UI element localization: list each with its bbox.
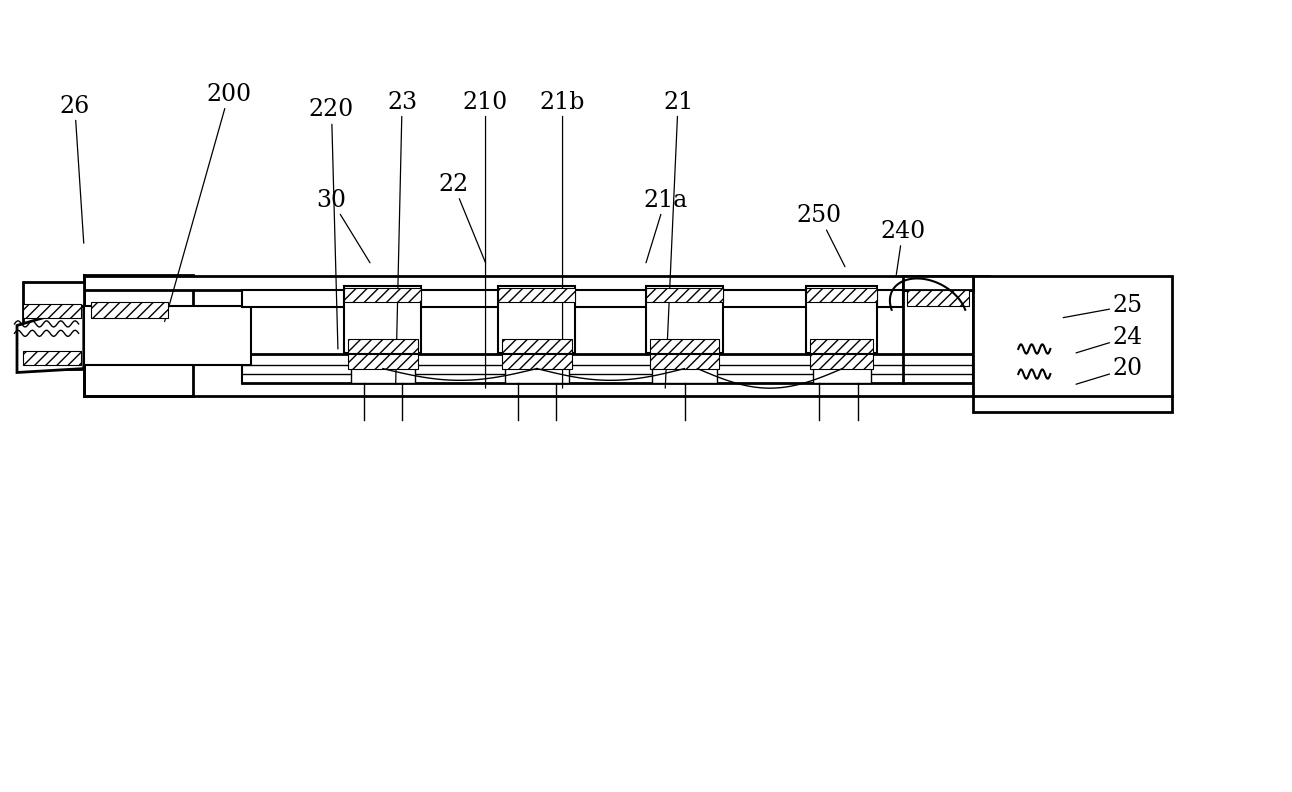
- Text: 22: 22: [438, 173, 486, 263]
- Bar: [903, 276, 973, 290]
- Bar: [650, 339, 720, 353]
- Bar: [345, 286, 421, 353]
- Bar: [806, 287, 877, 302]
- Bar: [646, 286, 724, 353]
- Bar: [348, 339, 417, 353]
- Text: 21a: 21a: [643, 188, 687, 263]
- Bar: [505, 367, 568, 383]
- Bar: [92, 302, 168, 318]
- Bar: [813, 367, 871, 383]
- Text: 26: 26: [59, 94, 90, 243]
- Bar: [646, 287, 724, 302]
- Text: 20: 20: [1076, 357, 1142, 384]
- Text: 210: 210: [463, 90, 508, 388]
- Bar: [650, 355, 720, 368]
- Bar: [810, 355, 873, 368]
- Text: 250: 250: [797, 204, 845, 267]
- Polygon shape: [17, 306, 84, 372]
- Bar: [652, 367, 717, 383]
- Bar: [84, 276, 988, 290]
- Bar: [350, 367, 415, 383]
- Text: 21: 21: [663, 90, 694, 388]
- Bar: [348, 355, 417, 368]
- Bar: [242, 290, 903, 307]
- Bar: [907, 290, 969, 306]
- Bar: [499, 286, 575, 353]
- Bar: [806, 286, 877, 353]
- Bar: [23, 351, 81, 364]
- Text: 25: 25: [1063, 295, 1142, 318]
- Bar: [973, 276, 1172, 412]
- Text: 21b: 21b: [540, 90, 585, 388]
- Bar: [810, 339, 873, 353]
- Bar: [84, 306, 251, 364]
- Text: 220: 220: [309, 98, 354, 349]
- Text: 24: 24: [1076, 326, 1142, 353]
- Bar: [499, 287, 575, 302]
- Text: 30: 30: [317, 188, 370, 263]
- Polygon shape: [23, 283, 84, 368]
- Bar: [503, 339, 571, 353]
- Text: 23: 23: [388, 90, 417, 384]
- Bar: [23, 303, 81, 318]
- Text: 240: 240: [880, 220, 925, 275]
- Bar: [84, 275, 193, 396]
- Bar: [503, 355, 571, 368]
- Text: 200: 200: [164, 83, 252, 322]
- Bar: [345, 287, 421, 302]
